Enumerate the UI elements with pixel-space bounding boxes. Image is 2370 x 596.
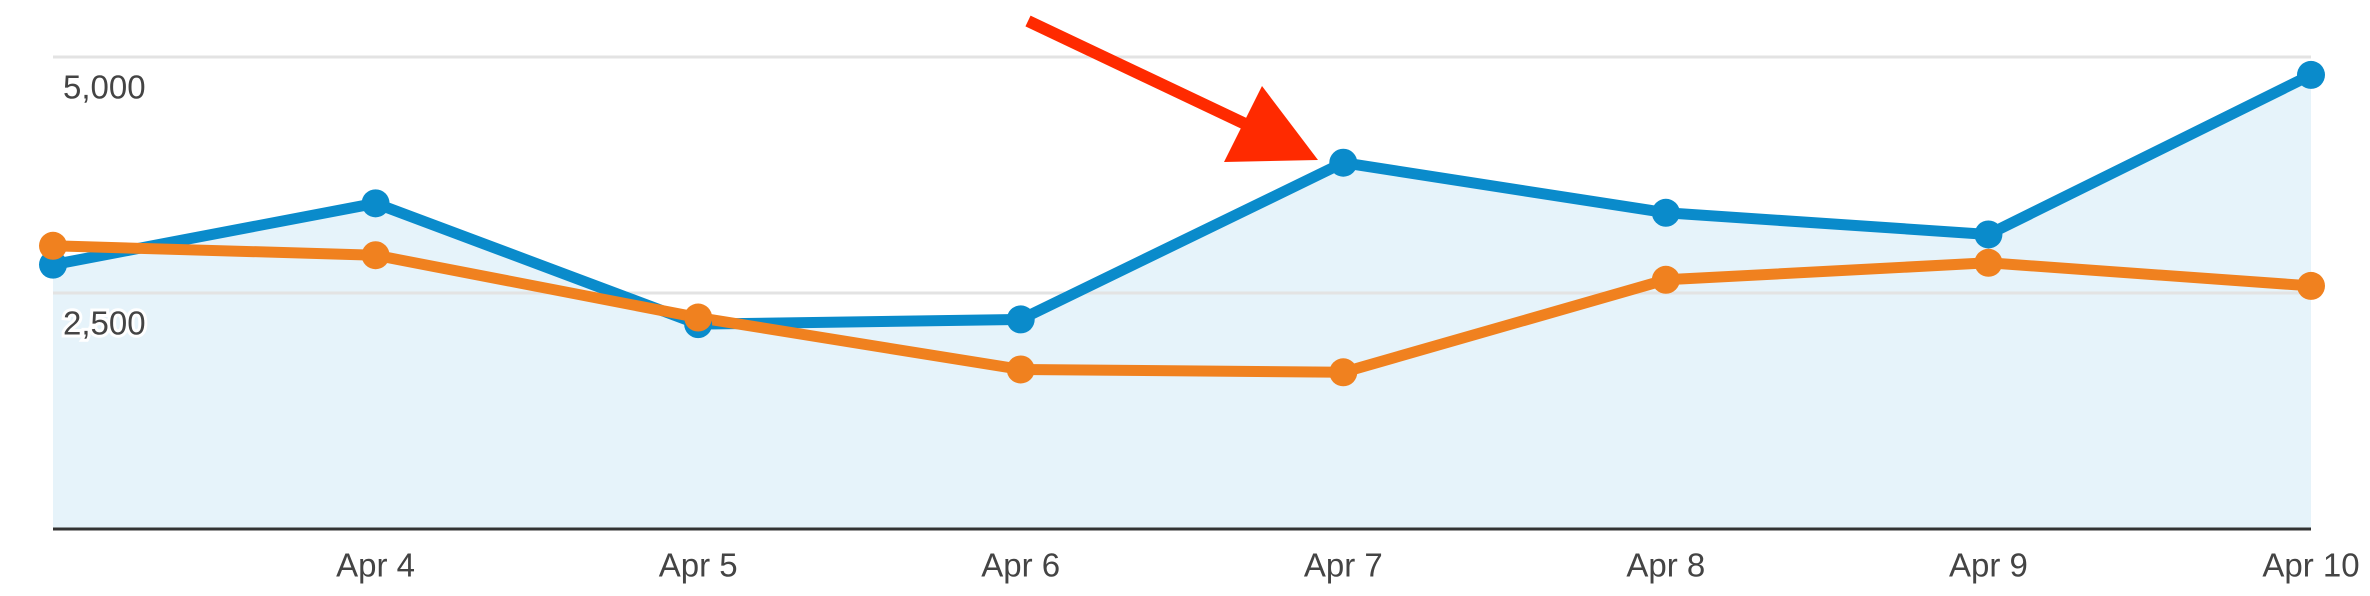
data-point: [1651, 198, 1680, 227]
data-point: [1329, 358, 1358, 387]
data-point: [1006, 355, 1035, 384]
data-point: [1006, 305, 1035, 334]
data-point: [684, 303, 713, 332]
x-tick-label: Apr 7: [1304, 547, 1383, 584]
x-tick-label: Apr 9: [1949, 547, 2028, 584]
x-tick-label: Apr 6: [981, 547, 1060, 584]
data-point: [1974, 248, 2003, 277]
y-tick-label: 2,500: [63, 305, 146, 342]
data-point: [2297, 271, 2325, 300]
series-line: [52, 240, 2312, 378]
x-tick-label: Apr 8: [1626, 547, 1705, 584]
series-area: [53, 74, 2311, 529]
annotation-arrow: [1025, 15, 1318, 162]
x-tick-label: Apr 5: [659, 547, 738, 584]
data-point: [1974, 220, 2003, 249]
data-point: [361, 241, 390, 270]
y-tick-label: 5,000: [63, 69, 146, 106]
series-line: [51, 70, 2314, 330]
data-point: [1651, 265, 1680, 294]
x-tick-label: Apr 4: [336, 547, 415, 584]
arrow-head: [1224, 86, 1318, 162]
arrow-shaft: [1025, 15, 1261, 136]
data-point: [1329, 148, 1358, 177]
data-point: [39, 231, 67, 260]
data-point: [2297, 60, 2325, 89]
data-point: [361, 189, 390, 218]
x-tick-label: Apr 10: [2262, 547, 2359, 584]
